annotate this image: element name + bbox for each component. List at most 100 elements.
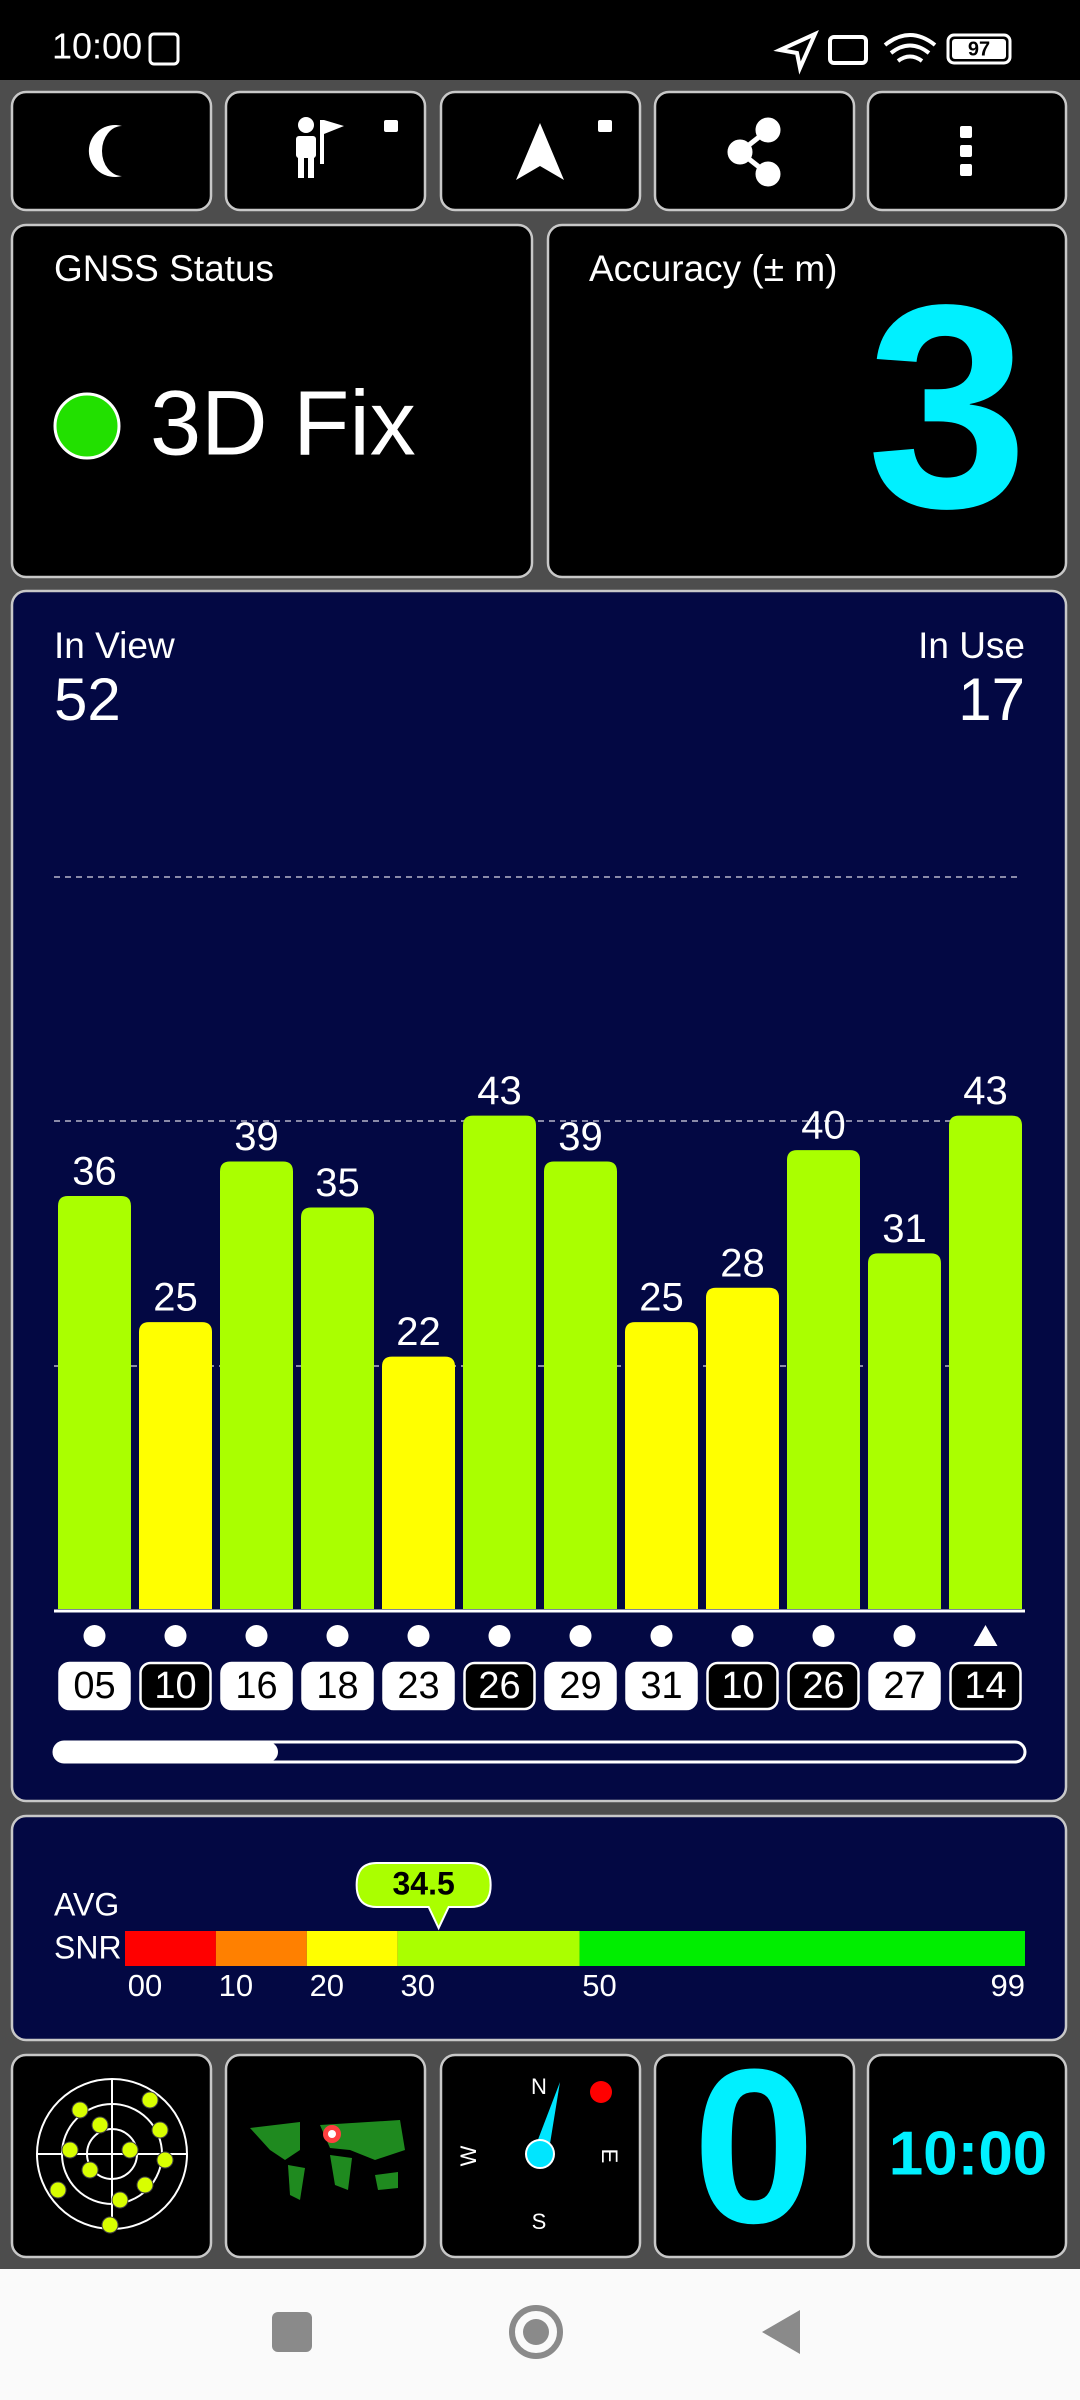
satellite-marker xyxy=(569,1625,592,1647)
satellite-badge xyxy=(706,1661,779,1711)
world-map xyxy=(250,2120,405,2200)
satellite-marker xyxy=(893,1625,916,1647)
satellite-marker xyxy=(973,1625,998,1646)
grid xyxy=(54,876,1022,1367)
satellite-badge xyxy=(949,1661,1022,1711)
bar-value-label: 28 xyxy=(720,1241,765,1285)
satellite-marker xyxy=(812,1625,835,1647)
bar-value-label: 31 xyxy=(882,1207,927,1251)
satellite-id: 29 xyxy=(559,1665,601,1707)
bar xyxy=(58,1195,131,1609)
back-button[interactable] xyxy=(762,2310,800,2354)
recents-button[interactable] xyxy=(272,2312,312,2352)
accuracy-value: 3 xyxy=(867,245,1028,569)
bar-value-label: 39 xyxy=(558,1115,603,1159)
map-tile[interactable] xyxy=(224,2053,427,2259)
bar xyxy=(463,1115,536,1609)
in-use-label: In Use xyxy=(918,625,1025,666)
gnss-status-panel xyxy=(10,223,534,579)
satellite-id: 26 xyxy=(478,1665,520,1707)
bar-value-label: 40 xyxy=(801,1104,846,1148)
clock-tile[interactable] xyxy=(866,2053,1068,2259)
moon-icon xyxy=(88,125,122,177)
bar-value-label: 43 xyxy=(477,1069,522,1113)
battery-icon xyxy=(946,33,1012,65)
satellite-marker xyxy=(326,1625,349,1647)
sky-plot xyxy=(36,2078,188,2234)
waypoint-button[interactable] xyxy=(224,90,427,212)
compass-w: W xyxy=(456,2145,481,2166)
bar xyxy=(382,1356,455,1609)
snr-tick-label: 50 xyxy=(582,1968,616,2003)
avg-label: AVG xyxy=(54,1886,119,1922)
snr-segment xyxy=(397,1931,580,1966)
satellite-badge xyxy=(382,1661,455,1711)
gnss-status-value: 3D Fix xyxy=(150,372,416,474)
snr-segment xyxy=(306,1931,398,1966)
bar xyxy=(544,1161,617,1609)
snr-tick-label: 00 xyxy=(128,1968,162,2003)
gnss-status-label: GNSS Status xyxy=(54,248,274,289)
snr-segment xyxy=(215,1931,307,1966)
count-tile[interactable] xyxy=(653,2053,856,2259)
satellite-id: 23 xyxy=(397,1665,439,1707)
satellite-marker xyxy=(407,1625,430,1647)
compass-hub xyxy=(525,2139,555,2169)
scrollbar-thumb[interactable] xyxy=(54,1742,278,1762)
lock-icon xyxy=(598,120,612,132)
count-value: 0 xyxy=(693,2023,815,2269)
night-mode-button[interactable] xyxy=(10,90,213,212)
satellite-badge xyxy=(463,1661,536,1711)
bar xyxy=(301,1207,374,1609)
status-bar xyxy=(0,0,1080,80)
satellite-marker xyxy=(488,1625,511,1647)
in-use-value: 17 xyxy=(958,666,1025,733)
satellite-marker xyxy=(83,1625,106,1647)
bar xyxy=(787,1150,860,1609)
snr-label: SNR xyxy=(54,1929,122,1965)
sim-icon xyxy=(828,35,868,65)
bar-value-label: 39 xyxy=(234,1115,279,1159)
compass-needle xyxy=(534,2082,560,2156)
share-button[interactable] xyxy=(653,90,856,212)
battery-fill xyxy=(952,39,1006,59)
bar xyxy=(139,1322,212,1609)
home-button-dot xyxy=(523,2319,549,2345)
bar xyxy=(706,1287,779,1609)
bar-value-label: 35 xyxy=(315,1161,360,1205)
compass-e: E xyxy=(597,2149,622,2164)
share-icon xyxy=(727,117,781,187)
satellite-id: 16 xyxy=(235,1665,277,1707)
satellite-marker xyxy=(731,1625,754,1647)
snr-segment xyxy=(579,1931,1025,1966)
more-icon xyxy=(960,126,972,176)
nfc-icon xyxy=(148,32,180,66)
in-view-value: 52 xyxy=(54,666,121,733)
bar-value-label: 36 xyxy=(72,1150,117,1194)
bar xyxy=(625,1322,698,1609)
bar xyxy=(949,1115,1022,1609)
satellite-badge xyxy=(787,1661,860,1711)
satellite-badge xyxy=(544,1661,617,1711)
snr-segment xyxy=(125,1931,216,1966)
satellite-id: 27 xyxy=(883,1665,925,1707)
status-time: 10:00 xyxy=(52,26,142,67)
satellite-badge xyxy=(58,1661,131,1711)
fix-indicator xyxy=(53,392,121,460)
snr-tick-label: 99 xyxy=(991,1968,1025,2003)
home-button[interactable] xyxy=(509,2305,563,2359)
accuracy-label: Accuracy (± m) xyxy=(589,248,838,289)
person-flag-icon xyxy=(296,117,398,178)
satellite-id: 10 xyxy=(721,1665,763,1707)
avg-snr-bubble xyxy=(355,1862,492,1931)
satellite-badge xyxy=(220,1661,293,1711)
clock-value: 10:00 xyxy=(889,2119,1048,2188)
signal-panel xyxy=(10,589,1068,1803)
satellite-marker xyxy=(245,1625,268,1647)
bar-value-label: 25 xyxy=(153,1276,198,1320)
snr-tick-label: 10 xyxy=(219,1968,253,2003)
accuracy-panel xyxy=(546,223,1068,579)
avg-snr-value: 34.5 xyxy=(392,1865,454,1901)
battery-level: 97 xyxy=(968,38,990,60)
